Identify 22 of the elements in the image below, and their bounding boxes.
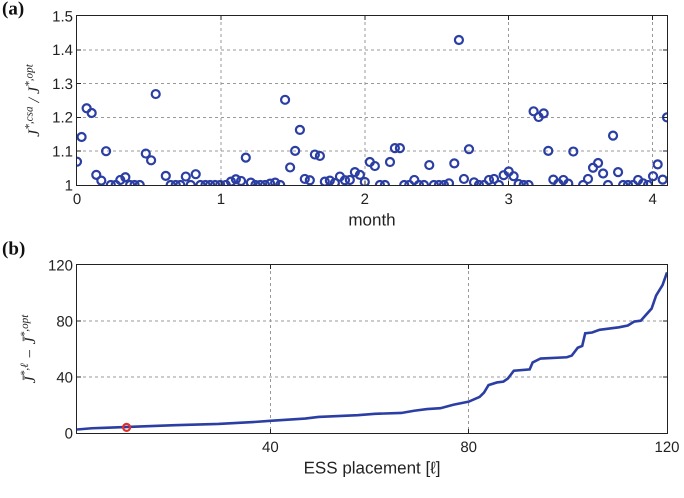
x-tick-label: 120 xyxy=(654,439,680,456)
x-axis-title: ESS placement [ℓ] xyxy=(304,458,440,478)
chart-title: (a) xyxy=(2,0,24,20)
x-tick-label: 2 xyxy=(360,191,369,208)
y-tick-label: 0 xyxy=(64,425,73,442)
x-tick-label: 3 xyxy=(504,191,513,208)
y-tick-label: 1 xyxy=(64,177,73,194)
y-tick-label: 80 xyxy=(56,313,73,330)
y-tick-label: 40 xyxy=(56,369,73,386)
y-tick-label: 1.5 xyxy=(52,8,73,26)
y-tick-label: 120 xyxy=(48,257,73,274)
line-series xyxy=(77,271,667,431)
y-tick-label: 1.1 xyxy=(52,143,73,160)
x-tick-label: 80 xyxy=(460,439,478,456)
chart-title: (b) xyxy=(2,238,26,260)
y-tick-label: 1.4 xyxy=(52,42,73,60)
x-tick-label: 40 xyxy=(262,439,279,456)
x-axis-title: month xyxy=(348,210,396,230)
x-tick-label: 4 xyxy=(648,191,657,208)
y-tick-label: 1.2 xyxy=(52,110,73,127)
y-tick-label: 1.3 xyxy=(52,76,73,93)
x-tick-label: 1 xyxy=(216,191,226,208)
